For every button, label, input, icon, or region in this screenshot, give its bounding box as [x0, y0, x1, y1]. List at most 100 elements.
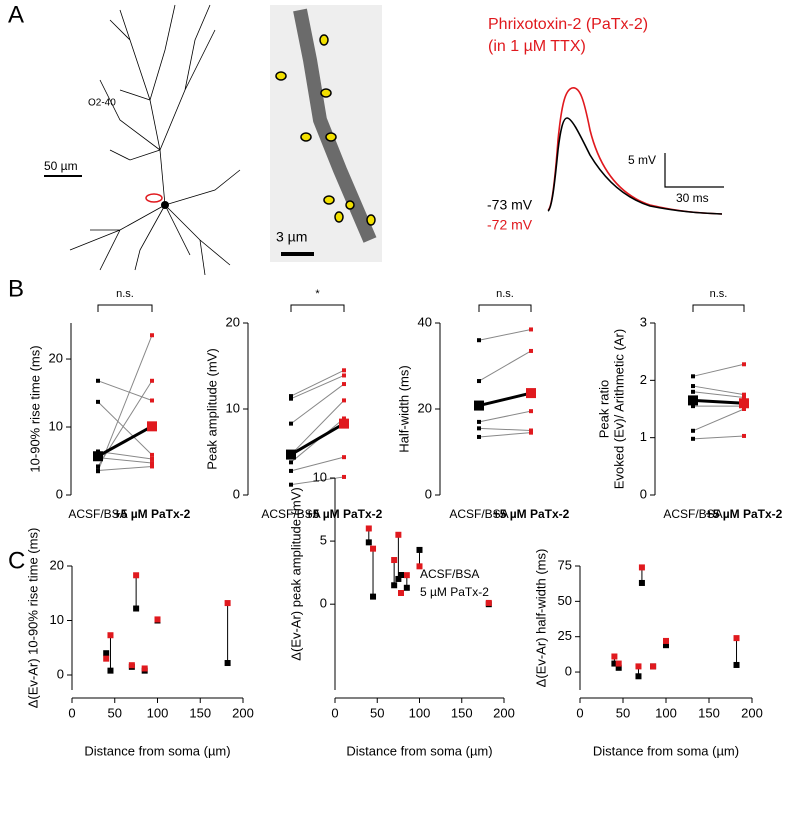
- pair-line: [97, 465, 153, 472]
- pair-point: [742, 395, 746, 400]
- x-tick-label: 150: [189, 705, 211, 720]
- pair-point: [691, 389, 695, 394]
- x-tick-label: ACSF/BSA: [261, 507, 320, 521]
- point: [403, 572, 410, 579]
- point: [635, 673, 642, 680]
- y-tick-label: 0: [56, 486, 63, 501]
- x-axis-label: Distance from soma (µm): [84, 743, 230, 758]
- legend-label: 5 µM PaTx-2: [420, 585, 489, 599]
- pair-point: [529, 430, 533, 435]
- point: [107, 667, 114, 674]
- pair-point: [150, 398, 154, 403]
- y-axis-label: Peak ratio: [596, 380, 611, 439]
- pair-point: [477, 338, 481, 343]
- pair-line: [478, 432, 532, 438]
- pair-line: [290, 456, 345, 472]
- significance-label: n.s.: [710, 288, 728, 300]
- pair-point: [150, 464, 154, 469]
- point: [141, 665, 148, 672]
- y-tick-label: 10: [50, 612, 64, 627]
- pair-point: [342, 382, 346, 387]
- pair-line: [692, 363, 745, 377]
- pair-point: [691, 404, 695, 409]
- scale-label: 50 µm: [44, 159, 78, 173]
- point: [391, 557, 398, 564]
- y-tick-label: 0: [425, 486, 432, 501]
- pair-point: [289, 421, 293, 426]
- x-tick-label: 150: [698, 705, 720, 720]
- mean-point: [147, 421, 157, 432]
- pair-point: [342, 416, 346, 421]
- significance-bracket: [478, 304, 532, 312]
- site-marker: [145, 193, 163, 203]
- cell-name: O2-40: [88, 98, 116, 109]
- pair-point: [477, 379, 481, 384]
- y-axis-label: Δ(Ev-Ar) 10-90% rise time (ms): [25, 528, 40, 709]
- point: [416, 546, 423, 553]
- y-axis-label: Peak amplitude (mV): [204, 348, 219, 469]
- point: [103, 655, 110, 662]
- pair-point: [150, 378, 154, 383]
- x-tick-label: +5 µM PaTx-2: [493, 507, 570, 521]
- y-tick-label: 20: [50, 557, 64, 572]
- pair-point: [289, 396, 293, 401]
- x-tick-label: 0: [331, 705, 338, 720]
- point: [638, 579, 645, 586]
- pair-point: [529, 327, 533, 332]
- significance-label: n.s.: [496, 288, 514, 300]
- pair-point: [342, 373, 346, 378]
- pair-point: [150, 456, 154, 461]
- legend-swatch: [398, 572, 404, 578]
- legend-swatch: [398, 590, 404, 596]
- x-tick-label: 50: [108, 705, 122, 720]
- point: [133, 605, 140, 612]
- point: [370, 593, 377, 600]
- x-tick-label: 100: [147, 705, 169, 720]
- pair-point: [342, 474, 346, 479]
- pair-point: [150, 461, 154, 466]
- pair-line: [290, 369, 345, 397]
- pair-point: [529, 428, 533, 433]
- legend-label: ACSF/BSA: [420, 567, 479, 581]
- significance-label: n.s.: [116, 288, 134, 300]
- pair-point: [289, 468, 293, 473]
- point: [403, 584, 410, 591]
- pair-point: [96, 464, 100, 469]
- point: [485, 599, 492, 606]
- pair-point: [529, 409, 533, 414]
- pair-line: [97, 380, 153, 467]
- y-tick-label: 0: [565, 663, 572, 678]
- pair-point: [529, 348, 533, 353]
- pair-point: [96, 468, 100, 473]
- pair-point: [289, 394, 293, 399]
- y-tick-label: 5: [320, 533, 327, 548]
- mean-line: [692, 398, 745, 405]
- y-tick-label: 1: [640, 429, 647, 444]
- panel-label: B: [8, 275, 24, 302]
- x-tick-label: 50: [616, 705, 630, 720]
- x-tick-label: 200: [493, 705, 515, 720]
- y-axis-label: Evoked (Ev)/ Arithmetic (Ar): [611, 329, 626, 489]
- scale-label: 30 ms: [676, 191, 709, 205]
- mean-point: [339, 418, 349, 429]
- pair-line: [290, 400, 345, 455]
- y-axis-label: Half-width (ms): [396, 365, 411, 452]
- pair-line: [97, 380, 153, 401]
- pair-line: [478, 350, 532, 382]
- pair-point: [150, 333, 154, 338]
- point: [733, 661, 740, 668]
- x-tick-label: ACSF/BSA: [449, 507, 508, 521]
- y-tick-label: 10: [226, 400, 240, 415]
- point: [663, 637, 669, 644]
- pair-line: [692, 385, 745, 396]
- pair-point: [691, 436, 695, 441]
- point: [365, 525, 372, 532]
- pair-line: [290, 383, 345, 425]
- condition-label: (in 1 µM TTX): [488, 38, 586, 55]
- point: [650, 663, 657, 670]
- pair-point: [742, 407, 746, 411]
- pair-line: [692, 391, 745, 399]
- scale-bar: [664, 153, 724, 188]
- pair-point: [691, 428, 695, 433]
- drug-label: Phrixotoxin-2 (PaTx-2): [488, 16, 648, 33]
